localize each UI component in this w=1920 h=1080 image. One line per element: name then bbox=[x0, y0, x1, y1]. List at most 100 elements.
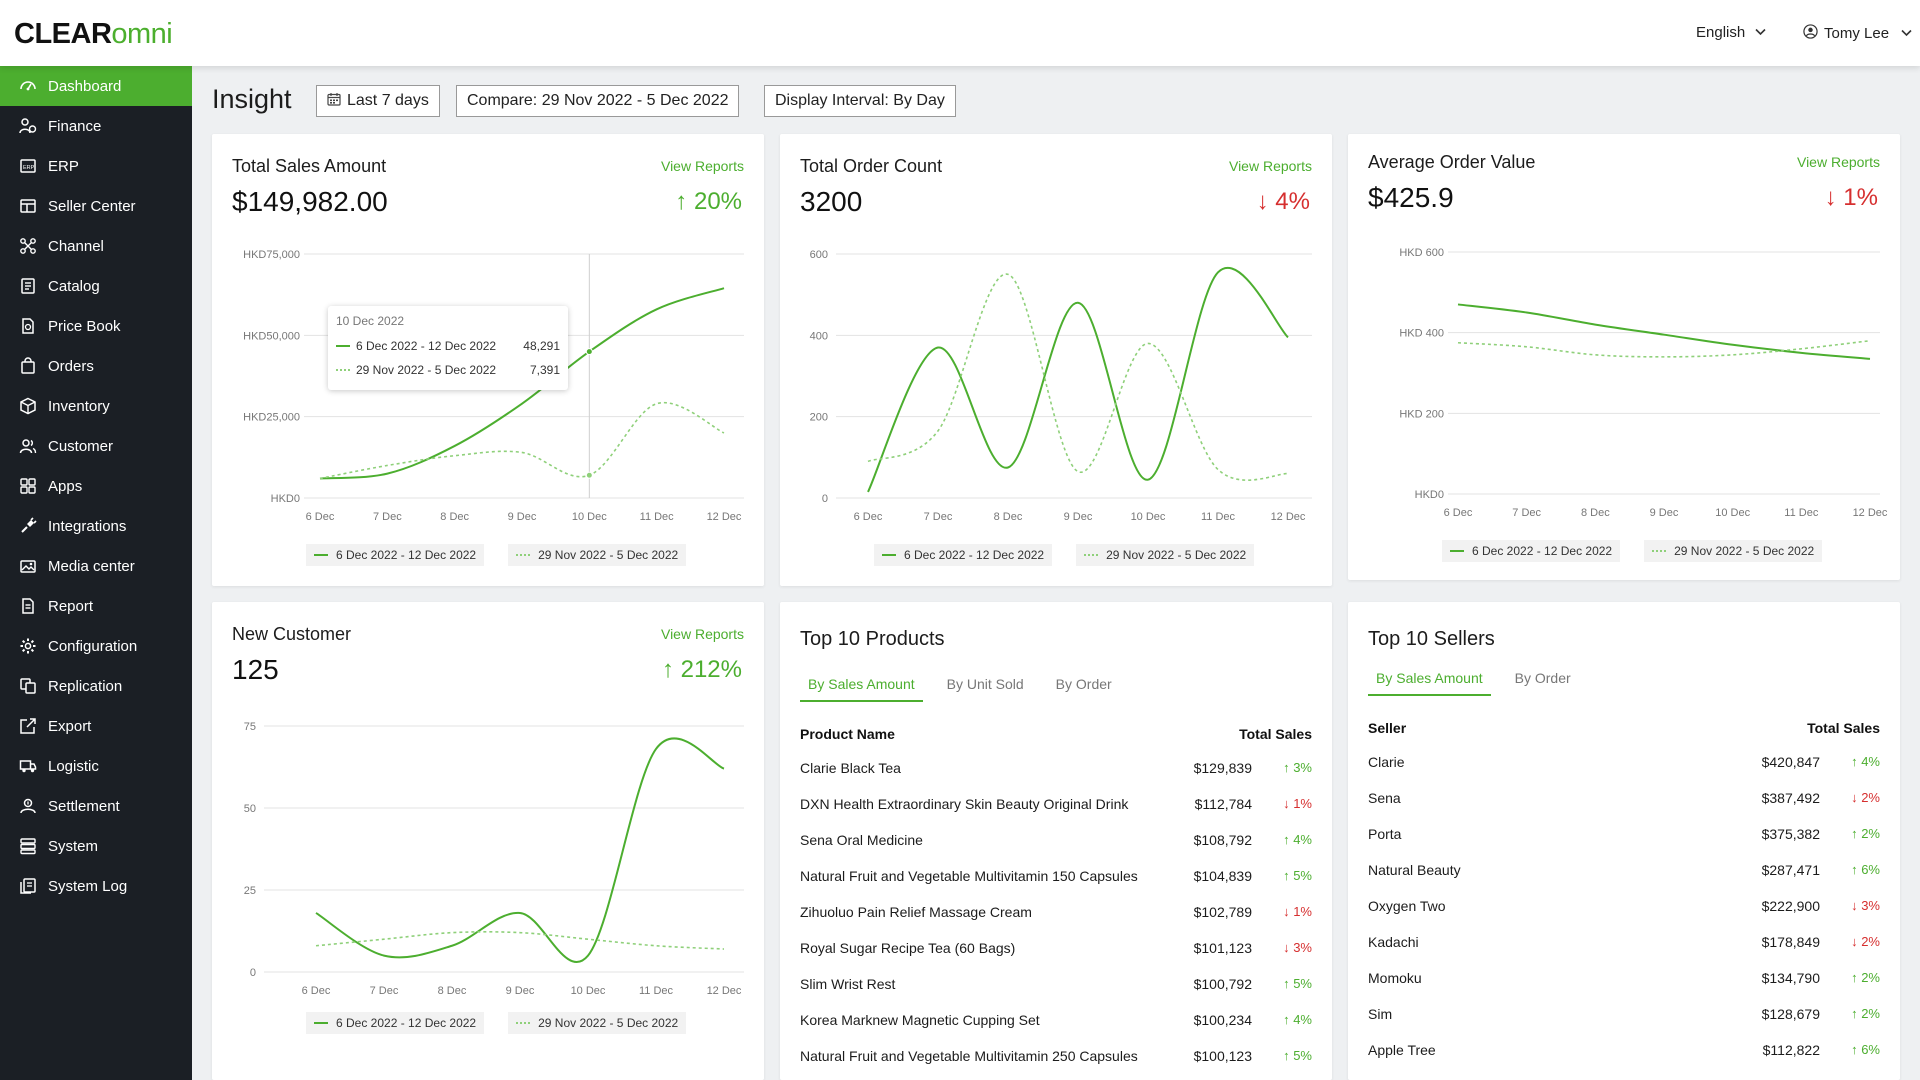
sidebar-item-report[interactable]: Report bbox=[0, 586, 192, 626]
row-name: Natural Fruit and Vegetable Multivitamin… bbox=[800, 1048, 1138, 1064]
row-total-sales: $387,492 bbox=[1761, 790, 1820, 806]
new-customer-card: New Customer View Reports 125 ↑ 212% 0 25… bbox=[212, 602, 764, 1080]
user-menu[interactable]: Tomy Lee bbox=[1803, 24, 1912, 43]
legend-item-previous[interactable]: 29 Nov 2022 - 5 Dec 2022 bbox=[1644, 540, 1823, 562]
table-row[interactable]: Kadachi $178,849 ↓ 2% bbox=[1368, 934, 1880, 970]
table-row[interactable]: Sim $128,679 ↑ 2% bbox=[1368, 1006, 1880, 1042]
table-row[interactable]: DXN Health Extraordinary Skin Beauty Ori… bbox=[800, 796, 1312, 832]
legend-item-current[interactable]: 6 Dec 2022 - 12 Dec 2022 bbox=[306, 544, 485, 566]
sidebar-item-finance[interactable]: Finance bbox=[0, 106, 192, 146]
sidebar-item-customer[interactable]: Customer bbox=[0, 426, 192, 466]
table-row[interactable]: Porta $375,382 ↑ 2% bbox=[1368, 826, 1880, 862]
x-tick-label: 9 Dec bbox=[506, 985, 535, 997]
sidebar-item-label: Apps bbox=[48, 477, 83, 495]
sidebar-item-seller-center[interactable]: Seller Center bbox=[0, 186, 192, 226]
sidebar-item-media-center[interactable]: Media center bbox=[0, 546, 192, 586]
sidebar-item-erp[interactable]: ERP ERP bbox=[0, 146, 192, 186]
table-row[interactable]: Royal Sugar Recipe Tea (60 Bags) $101,123… bbox=[800, 940, 1312, 976]
legend-item-previous[interactable]: 29 Nov 2022 - 5 Dec 2022 bbox=[1076, 544, 1255, 566]
legend-item-previous[interactable]: 29 Nov 2022 - 5 Dec 2022 bbox=[508, 544, 687, 566]
legend-item-previous[interactable]: 29 Nov 2022 - 5 Dec 2022 bbox=[508, 1012, 687, 1034]
column-header-total: Total Sales bbox=[1239, 726, 1312, 742]
table-row[interactable]: Natural Beauty $287,471 ↑ 6% bbox=[1368, 862, 1880, 898]
row-total-sales: $134,790 bbox=[1761, 970, 1820, 986]
table-row[interactable]: Korea Marknew Magnetic Cupping Set $100,2… bbox=[800, 1012, 1312, 1048]
view-reports-link[interactable]: View Reports bbox=[660, 626, 744, 642]
table-row[interactable]: Clarie $420,847 ↑ 4% bbox=[1368, 754, 1880, 790]
user-icon bbox=[1803, 24, 1818, 43]
display-interval-filter[interactable]: Display Interval: By Day bbox=[764, 85, 956, 117]
customer-line-chart: 0 25 50 75 6 Dec 7 Dec 8 Dec 9 Dec 10 Dec 11 Dec 1… bbox=[244, 721, 744, 997]
language-selector[interactable]: English bbox=[1696, 24, 1766, 41]
sidebar-item-apps[interactable]: Apps bbox=[0, 466, 192, 506]
table-row[interactable]: Natural Fruit and Vegetable Multivitamin… bbox=[800, 868, 1312, 904]
row-name: Sena bbox=[1368, 790, 1401, 806]
svg-text:ERP: ERP bbox=[23, 165, 35, 171]
sidebar-item-inventory[interactable]: Inventory bbox=[0, 386, 192, 426]
calendar-icon bbox=[327, 92, 341, 111]
tooltip-row-current: 6 Dec 2022 - 12 Dec 2022 48,291 bbox=[336, 334, 560, 358]
table-row[interactable]: Apple Tree $112,822 ↑ 6% bbox=[1368, 1042, 1880, 1078]
table-row[interactable]: Zihuoluo Pain Relief Massage Cream $102,7… bbox=[800, 904, 1312, 940]
kpi-value: $425.9 bbox=[1368, 182, 1454, 213]
sidebar-item-settlement[interactable]: Settlement bbox=[0, 786, 192, 826]
x-tick-label: 11 Dec bbox=[639, 985, 674, 997]
row-name: Slim Wrist Rest bbox=[800, 976, 896, 992]
sidebar-item-configuration[interactable]: Configuration bbox=[0, 626, 192, 666]
user-name: Tomy Lee bbox=[1824, 25, 1890, 42]
table-row[interactable]: Clarie Black Tea $129,839 ↑ 3% bbox=[800, 760, 1312, 796]
table-row[interactable]: Momoku $134,790 ↑ 2% bbox=[1368, 970, 1880, 1006]
y-tick-label: 200 bbox=[810, 412, 828, 424]
x-tick-label: 12 Dec bbox=[1853, 507, 1888, 519]
row-total-sales: $102,789 bbox=[1193, 904, 1252, 920]
tab-by-order[interactable]: By Order bbox=[1514, 670, 1571, 686]
sidebar-item-logistic[interactable]: Logistic bbox=[0, 746, 192, 786]
sidebar-item-export[interactable]: Export bbox=[0, 706, 192, 746]
view-reports-link[interactable]: View Reports bbox=[660, 158, 744, 174]
table-row[interactable]: Slim Wrist Rest $100,792 ↑ 5% bbox=[800, 976, 1312, 1012]
orders-icon bbox=[18, 356, 38, 376]
tab-by-order[interactable]: By Order bbox=[1055, 676, 1112, 692]
table-row[interactable]: Oxygen Two $222,900 ↓ 3% bbox=[1368, 898, 1880, 934]
legend-label: 6 Dec 2022 - 12 Dec 2022 bbox=[1472, 544, 1613, 558]
sidebar-item-catalog[interactable]: Catalog bbox=[0, 266, 192, 306]
logo[interactable]: CLEARomni bbox=[14, 18, 173, 51]
x-tick-label: 6 Dec bbox=[1444, 507, 1473, 519]
y-tick-label: 50 bbox=[244, 803, 256, 815]
table-row[interactable]: Natural Fruit and Vegetable Multivitamin… bbox=[800, 1048, 1312, 1080]
sidebar-item-integrations[interactable]: Integrations bbox=[0, 506, 192, 546]
sidebar-item-price-book[interactable]: Price Book bbox=[0, 306, 192, 346]
row-total-sales: $100,792 bbox=[1193, 976, 1252, 992]
sidebar-item-system[interactable]: System bbox=[0, 826, 192, 866]
tooltip-previous-label: 29 Nov 2022 - 5 Dec 2022 bbox=[356, 363, 497, 377]
legend-item-current[interactable]: 6 Dec 2022 - 12 Dec 2022 bbox=[306, 1012, 485, 1034]
table-row[interactable]: Sena Oral Medicine $108,792 ↑ 4% bbox=[800, 832, 1312, 868]
x-tick-label: 9 Dec bbox=[1650, 507, 1679, 519]
view-reports-link[interactable]: View Reports bbox=[1228, 158, 1312, 174]
table-row[interactable]: Sena $387,492 ↓ 2% bbox=[1368, 790, 1880, 826]
kpi-change: ↑ 212% bbox=[661, 656, 742, 683]
sidebar-item-dashboard[interactable]: Dashboard bbox=[0, 66, 192, 106]
chart-tooltip: 10 Dec 2022 6 Dec 2022 - 12 Dec 2022 48,… bbox=[328, 306, 568, 390]
main-content: Insight Last 7 days Compare: 29 Nov 2022… bbox=[192, 66, 1920, 1080]
sidebar-item-channel[interactable]: Channel bbox=[0, 226, 192, 266]
row-name: Kadachi bbox=[1368, 934, 1419, 950]
legend-label: 29 Nov 2022 - 5 Dec 2022 bbox=[538, 548, 679, 562]
sidebar-item-system-log[interactable]: System Log bbox=[0, 866, 192, 906]
sidebar-item-orders[interactable]: Orders bbox=[0, 346, 192, 386]
solid-line-swatch bbox=[314, 1022, 328, 1024]
tab-by-sales-amount[interactable]: By Sales Amount bbox=[800, 672, 923, 702]
y-tick-label: HKD 200 bbox=[1399, 408, 1444, 420]
row-change: ↓ 1% bbox=[1283, 796, 1312, 811]
date-range-filter[interactable]: Last 7 days bbox=[316, 85, 440, 117]
legend-item-current[interactable]: 6 Dec 2022 - 12 Dec 2022 bbox=[1442, 540, 1621, 562]
compare-filter[interactable]: Compare: 29 Nov 2022 - 5 Dec 2022 bbox=[456, 85, 740, 117]
tab-by-sales-amount[interactable]: By Sales Amount bbox=[1368, 666, 1491, 696]
view-reports-link[interactable]: View Reports bbox=[1796, 154, 1880, 170]
y-tick-label: 400 bbox=[810, 330, 828, 342]
kpi-value: $149,982.00 bbox=[232, 186, 388, 217]
tab-by-unit-sold[interactable]: By Unit Sold bbox=[946, 676, 1024, 692]
legend-item-current[interactable]: 6 Dec 2022 - 12 Dec 2022 bbox=[874, 544, 1053, 566]
logo-clear-text: CLEAR bbox=[14, 18, 112, 50]
sidebar-item-replication[interactable]: Replication bbox=[0, 666, 192, 706]
